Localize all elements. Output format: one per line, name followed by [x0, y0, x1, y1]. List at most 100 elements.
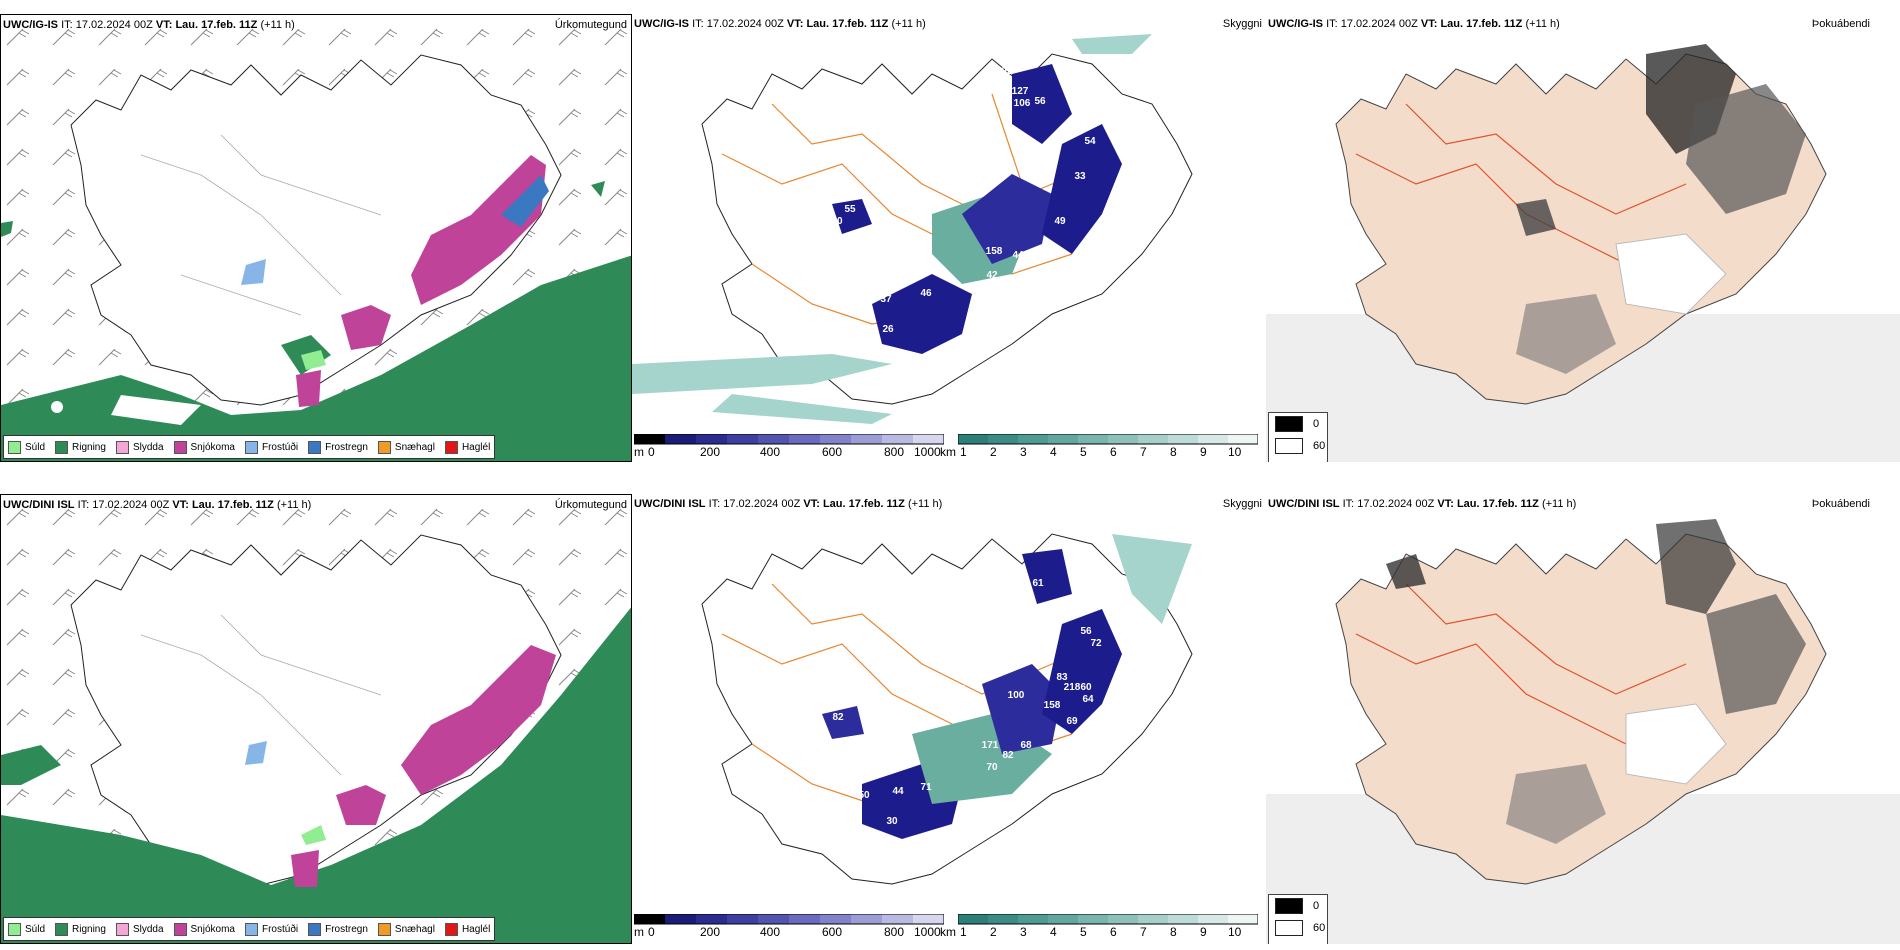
legend-item: 0	[1269, 413, 1327, 435]
visibility-value-label: 100	[1008, 690, 1025, 701]
tick-label: 1000	[914, 445, 941, 459]
legend-item: 0	[1269, 895, 1327, 917]
legend-item: Snjókoma	[173, 922, 235, 936]
tick-label: 800	[884, 445, 905, 459]
visibility-colorbar: km 1 2 3 4 5 6 7 8 9 10	[940, 434, 1258, 462]
visibility-value-label: 218	[1064, 682, 1081, 693]
visibility-value-label: 158	[986, 246, 1003, 257]
visibility-value-label: 44	[1012, 250, 1024, 261]
panel-title: Þokuábendi	[1811, 498, 1870, 510]
visibility-value-label: 56	[1080, 626, 1092, 637]
legend-item: Snæhagl	[377, 440, 435, 454]
lead-time: (+11 h)	[260, 19, 295, 31]
legend-swatch	[308, 922, 322, 936]
legend-swatch	[1275, 898, 1303, 914]
panel-header: UWC/IG-IS IT: 17.02.2024 00Z VT: Lau. 17…	[3, 19, 295, 31]
tick-label: 10	[1228, 925, 1242, 939]
legend-swatch	[173, 922, 187, 936]
visibility-value-label: 64	[1082, 694, 1094, 705]
colorbar-unit: m	[634, 925, 644, 939]
model-name: UWC/DINI ISL	[3, 499, 75, 511]
visibility-value-label: 26	[882, 324, 894, 335]
visibility-value-label: 42	[986, 270, 998, 281]
visibility-value-label: 70	[986, 762, 998, 773]
visibility-value-label: 106	[1014, 98, 1031, 109]
panel-title: Úrkomutegund	[554, 19, 627, 31]
visibility-value-label: 82	[832, 712, 844, 723]
visibility-value-label: 102	[980, 156, 997, 167]
tick-label: 8	[1170, 925, 1177, 939]
legend-swatch	[244, 440, 258, 454]
tick-label: 800	[884, 925, 905, 939]
legend-swatch	[8, 922, 21, 936]
visibility-value-label: 61	[952, 192, 964, 203]
legend-item: Haglél	[444, 922, 490, 936]
legend-item: Frostúði	[244, 922, 298, 936]
tick-label: 400	[760, 445, 781, 459]
visibility-value-label: 102	[996, 66, 1013, 77]
legend-swatch	[244, 922, 258, 936]
legend-item: Frostregn	[308, 440, 368, 454]
legend-item: Slydda	[115, 922, 164, 936]
visibility-value-label: 69	[1066, 716, 1078, 727]
visibility-value-label: 82	[1002, 750, 1014, 761]
legend-item: Frostregn	[308, 922, 368, 936]
tick-label: 1	[960, 925, 967, 939]
precip-type-legend: Súld Rigning Slydda Snjókoma Frostúði Fr…	[3, 435, 496, 459]
panel-header: UWC/IG-IS IT: 17.02.2024 00Z VT: Lau. 17…	[1268, 18, 1560, 30]
legend-swatch	[377, 922, 391, 936]
visibility-value-label: 72	[1090, 638, 1102, 649]
init-time: 17.02.2024 00Z	[75, 19, 153, 31]
legend-item: Rigning	[55, 440, 106, 454]
visibility-value-label: 171	[982, 740, 999, 751]
tick-label: 3	[1020, 925, 1027, 939]
colorbar-unit: km	[940, 925, 956, 939]
panel-header: UWC/DINI ISL IT: 17.02.2024 00Z VT: Lau.…	[1268, 498, 1577, 510]
init-time: 17.02.2024 00Z	[92, 499, 170, 511]
fog-index-legend: 0 60	[1268, 412, 1328, 462]
legend-item: Slydda	[115, 440, 164, 454]
panel-title: Skyggni	[1222, 498, 1262, 510]
visibility-value-label: 44	[892, 786, 904, 797]
legend-item: Rigning	[55, 922, 106, 936]
legend-swatch	[8, 440, 21, 454]
visibility-colorbar: km 1 2 3 4 5 6 7 8 9 10	[940, 914, 1258, 944]
legend-item: Frostúði	[244, 440, 298, 454]
tick-label: 400	[760, 925, 781, 939]
legend-swatch	[1275, 438, 1303, 454]
panel-title: Skyggni	[1222, 18, 1262, 30]
legend-swatch	[377, 440, 391, 454]
valid-time: Lau. 17.feb. 11Z	[191, 499, 274, 511]
lead-time: (+11 h)	[276, 499, 312, 511]
model-name: UWC/IG-IS	[3, 19, 58, 31]
visibility-value-label: 93	[872, 766, 884, 777]
fog-panel-top: UWC/IG-IS IT: 17.02.2024 00Z VT: Lau. 17…	[1266, 14, 1900, 462]
visibility-value-label: 68	[1020, 740, 1032, 751]
tick-label: 4	[1050, 925, 1057, 939]
legend-swatch	[1275, 920, 1303, 936]
fog-panel-bottom: UWC/DINI ISL IT: 17.02.2024 00Z VT: Lau.…	[1266, 494, 1900, 944]
visibility-value-label: 83	[1056, 672, 1068, 683]
precip-type-legend: Súld Rigning Slydda Snjókoma Frostúði Fr…	[3, 917, 496, 941]
tick-label: 5	[1080, 445, 1087, 459]
legend-swatch	[115, 440, 129, 454]
visibility-value-label: 68	[954, 684, 966, 695]
tick-label: 600	[822, 925, 843, 939]
precip-panel-bottom: UWC/DINI ISL IT: 17.02.2024 00Z VT: Lau.…	[0, 494, 632, 944]
visibility-value-label: 365	[856, 742, 873, 753]
tick-label: 200	[700, 925, 721, 939]
legend-item: 60	[1269, 917, 1327, 939]
precip-map	[1, 15, 631, 461]
tick-label: 2	[990, 445, 997, 459]
tick-label: 2	[990, 925, 997, 939]
legend-swatch	[1275, 416, 1303, 432]
visibility-value-label: 50	[858, 790, 870, 801]
fog-index-legend: 0 60	[1268, 894, 1328, 944]
visibility-value-label: 33	[1074, 171, 1086, 182]
panel-title: Þokuábendi	[1811, 18, 1870, 30]
tick-label: 5	[1080, 925, 1087, 939]
tick-label: 0	[648, 445, 655, 459]
visibility-value-label: 50	[831, 216, 843, 227]
